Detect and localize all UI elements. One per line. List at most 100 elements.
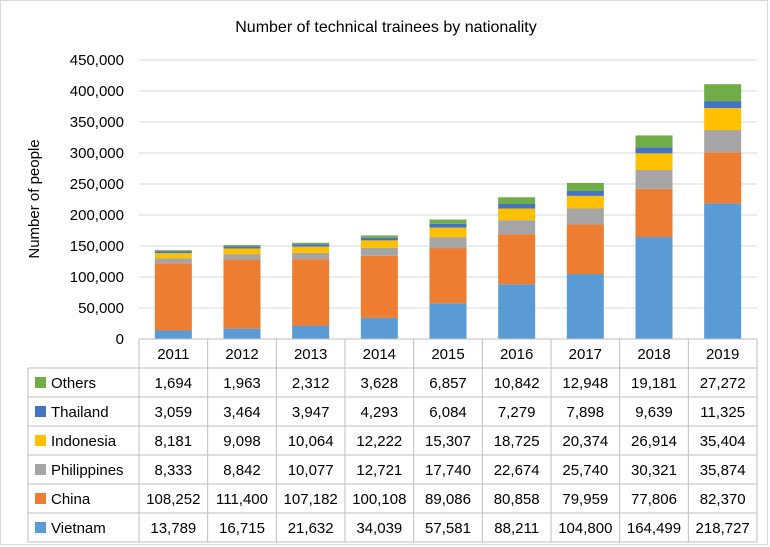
table-value-cell: 3,947: [292, 404, 330, 421]
table-value-cell: 108,252: [146, 491, 200, 508]
bar-segment-vietnam-2016: [498, 284, 536, 339]
table-value-cell: 1,963: [223, 375, 261, 392]
table-value-cell: 27,272: [700, 375, 746, 392]
bar-segment-vietnam-2017: [566, 274, 604, 339]
bar-segment-china-2017: [566, 224, 604, 275]
table-value-cell: 57,581: [425, 520, 471, 537]
bar-segment-vietnam-2019: [704, 203, 742, 339]
table-value-cell: 3,628: [361, 375, 399, 392]
table-value-cell: 1,694: [155, 375, 193, 392]
bar-segment-thailand-2013: [292, 244, 330, 247]
legend-swatch-thailand: [35, 406, 46, 417]
table-value-cell: 100,108: [352, 491, 406, 508]
table-value-cell: 16,715: [219, 520, 265, 537]
bar-segment-others-2015: [429, 219, 467, 224]
legend-swatch-vietnam: [35, 522, 46, 533]
bar-segment-china-2014: [360, 255, 398, 318]
bar-segment-others-2019: [704, 84, 742, 102]
table-value-cell: 35,404: [700, 433, 746, 450]
table-value-cell: 17,740: [425, 462, 471, 479]
y-tick-label: 50,000: [78, 300, 124, 317]
chart-title: Number of technical trainees by national…: [235, 19, 537, 36]
bar-segment-philippines-2018: [635, 169, 673, 189]
bar-segment-thailand-2014: [360, 237, 398, 241]
x-tick-label: 2018: [637, 346, 670, 363]
bar-segment-china-2015: [429, 248, 467, 304]
legend-label: Indonesia: [51, 433, 117, 450]
y-axis-label: Number of people: [26, 139, 43, 258]
table-value-cell: 25,740: [562, 462, 608, 479]
bar-segment-china-2018: [635, 188, 673, 238]
bar-segment-china-2016: [498, 234, 536, 285]
bar-segment-philippines-2014: [360, 247, 398, 256]
bar-segment-indonesia-2014: [360, 240, 398, 248]
x-tick-label: 2019: [706, 346, 739, 363]
x-tick-label: 2012: [225, 346, 258, 363]
table-value-cell: 7,279: [498, 404, 536, 421]
bar-segment-vietnam-2014: [360, 317, 398, 339]
bar-segment-indonesia-2015: [429, 227, 467, 238]
legend-label: China: [51, 491, 91, 508]
table-value-cell: 3,059: [155, 404, 193, 421]
table-value-cell: 18,725: [494, 433, 540, 450]
bar-segment-thailand-2015: [429, 223, 467, 228]
legend-label: Vietnam: [51, 520, 106, 537]
table-value-cell: 164,499: [627, 520, 681, 537]
table-value-cell: 20,374: [562, 433, 608, 450]
legend-swatch-others: [35, 377, 46, 388]
bar-segment-thailand-2016: [498, 203, 536, 209]
bar-segment-philippines-2011: [154, 258, 192, 264]
legend-label: Thailand: [51, 404, 109, 421]
x-tick-label: 2016: [500, 346, 533, 363]
table-value-cell: 2,312: [292, 375, 330, 392]
bar-segment-thailand-2018: [635, 147, 673, 154]
bar-segment-china-2012: [223, 259, 261, 329]
x-tick-label: 2011: [157, 346, 189, 363]
bar-segment-philippines-2019: [704, 130, 742, 153]
legend-swatch-china: [35, 493, 46, 504]
bar-segment-china-2011: [154, 263, 192, 331]
bar-segment-philippines-2016: [498, 220, 536, 235]
bar-segment-thailand-2019: [704, 101, 742, 109]
table-value-cell: 12,948: [562, 375, 608, 392]
table-value-cell: 13,789: [150, 520, 196, 537]
bar-segment-indonesia-2012: [223, 248, 261, 255]
bar-segment-indonesia-2016: [498, 208, 536, 221]
table-value-cell: 10,064: [288, 433, 334, 450]
table-value-cell: 8,181: [155, 433, 193, 450]
bar-segment-indonesia-2018: [635, 153, 673, 170]
table-value-cell: 15,307: [425, 433, 471, 450]
table-value-cell: 34,039: [356, 520, 402, 537]
table-value-cell: 21,632: [288, 520, 334, 537]
bar-segment-china-2013: [292, 259, 330, 326]
table-value-cell: 82,370: [700, 491, 746, 508]
table-value-cell: 8,842: [223, 462, 261, 479]
x-tick-label: 2015: [431, 346, 464, 363]
table-value-cell: 89,086: [425, 491, 471, 508]
table-value-cell: 77,806: [631, 491, 677, 508]
bar-segment-others-2016: [498, 197, 536, 204]
bar-segment-thailand-2011: [154, 251, 192, 254]
table-value-cell: 8,333: [155, 462, 193, 479]
x-tick-label: 2013: [294, 346, 327, 363]
table-value-cell: 35,874: [700, 462, 746, 479]
y-tick-label: 250,000: [70, 176, 124, 193]
legend-swatch-indonesia: [35, 435, 46, 446]
table-value-cell: 19,181: [631, 375, 677, 392]
table-value-cell: 12,222: [356, 433, 402, 450]
y-tick-label: 200,000: [70, 207, 124, 224]
table-value-cell: 10,842: [494, 375, 540, 392]
bar-segment-philippines-2015: [429, 237, 467, 249]
bar-segment-others-2014: [360, 235, 398, 238]
legend-label: Others: [51, 375, 96, 392]
y-tick-label: 450,000: [70, 52, 124, 69]
table-value-cell: 218,727: [696, 520, 750, 537]
bar-segment-philippines-2012: [223, 254, 261, 260]
table-value-cell: 88,211: [494, 520, 539, 537]
table-value-cell: 11,325: [700, 404, 745, 421]
x-tick-label: 2017: [569, 346, 602, 363]
table-value-cell: 22,674: [494, 462, 540, 479]
x-tick-label: 2014: [363, 346, 396, 363]
y-tick-label: 400,000: [70, 83, 124, 100]
